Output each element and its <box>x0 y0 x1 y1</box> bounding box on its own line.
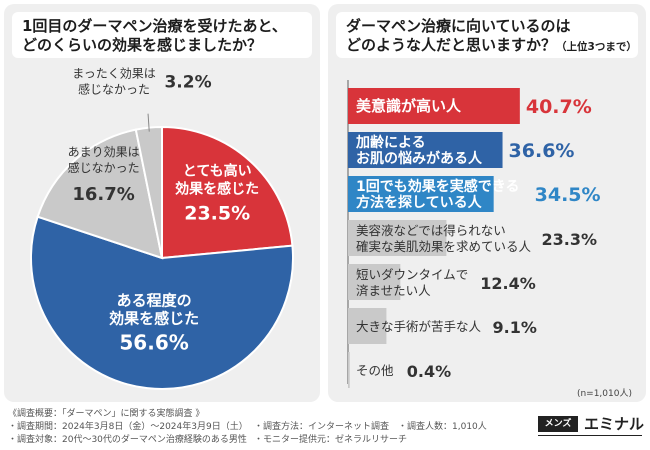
bar <box>348 308 387 344</box>
question-line: どのくらいの効果を感じましたか？ <box>22 36 263 54</box>
pie-value-label: 16.7% <box>72 184 134 205</box>
pie-slice <box>30 215 294 390</box>
question-line: 1回目のダーマペン治療を受けたあと、 <box>22 17 287 35</box>
bar-label: 美意識が高い人 <box>356 97 462 115</box>
leader-line <box>147 113 150 132</box>
survey-method: ・調査方法：インターネット調査 <box>254 422 390 432</box>
bar-chart-panel: ダーマペン治療に向いているのは どのような人だと思いますか？（上位3つまで） 美… <box>328 4 646 402</box>
bar <box>348 352 350 388</box>
bar-value-label: 36.6% <box>509 140 575 162</box>
pie-value-label: 3.2% <box>164 73 211 93</box>
pie-value-label: 56.6% <box>119 331 188 355</box>
logo-underline <box>538 435 642 436</box>
bar-label: 済ませたい人 <box>356 283 431 298</box>
logo-badge: メンズ <box>538 416 578 432</box>
bar-value-label: 34.5% <box>535 184 601 206</box>
bar-label: 美容液などでは得られない <box>356 223 506 238</box>
survey-count: ・調査人数：1,010人 <box>398 422 487 432</box>
pie-question: 1回目のダーマペン治療を受けたあと、 どのくらいの効果を感じましたか？ <box>22 17 287 55</box>
pie-label: とても高い <box>183 162 252 179</box>
pie-value-label: 23.5% <box>184 202 250 224</box>
survey-title: 《調査概要：「ダーマペン」に関する実態調査 》 <box>8 409 205 419</box>
pie-label: 効果を感じた <box>109 310 199 328</box>
survey-target: ・調査対象：20代〜30代のダーマペン治療経験のある男性 <box>8 435 247 445</box>
survey-monitor: ・モニター提供元：ゼネラルリサーチ <box>254 435 408 445</box>
bar-value-label: 23.3% <box>542 230 598 249</box>
bar-question: ダーマペン治療に向いているのは どのような人だと思いますか？（上位3つまで） <box>346 17 637 57</box>
bar <box>348 88 520 124</box>
pie-label: まったく効果は <box>72 66 156 81</box>
pie-chart: とても高い効果を感じた23.5%ある程度の効果を感じた56.6%あまり効果は感じ… <box>30 66 294 390</box>
pie-slice <box>161 125 294 260</box>
bar <box>348 264 401 300</box>
pie-label: ある程度の <box>117 292 192 310</box>
bar-label: 大きな手術が苦手な人 <box>356 319 482 334</box>
pie-label: 効果を感じた <box>175 180 259 197</box>
bar-label: 確実な美肌効果を求めている人 <box>356 239 532 254</box>
bar-value-label: 9.1% <box>493 318 537 337</box>
question-line: ダーマペン治療に向いているのは <box>346 17 571 35</box>
brand-logo: メンズ エミナル <box>538 413 644 437</box>
question-box: ダーマペン治療に向いているのは どのような人だと思いますか？（上位3つまで） <box>336 12 638 58</box>
pie-chart-panel: 1回目のダーマペン治療を受けたあと、 どのくらいの効果を感じましたか？ とても高… <box>4 4 320 402</box>
bar-label: 短いダウンタイムで <box>356 267 468 282</box>
bar <box>348 132 503 168</box>
bar-value-label: 0.4% <box>407 362 451 381</box>
bar-label: お肌の悩みがある人 <box>356 150 483 167</box>
bar-value-label: 40.7% <box>526 96 592 118</box>
bar <box>348 176 494 212</box>
pie-label: 感じなかった <box>68 160 140 175</box>
bar-label: その他 <box>356 363 394 378</box>
pie-slice <box>36 128 164 260</box>
question-suffix: （上位3つまで） <box>556 41 637 53</box>
bar-label: 方法を探している人 <box>356 194 483 211</box>
bar-label: 加齢による <box>355 134 426 151</box>
question-line: どのような人だと思いますか？ <box>346 36 557 54</box>
bar-value-label: 12.4% <box>480 274 536 293</box>
bar-label: 1回でも効果を実感できる <box>356 178 519 195</box>
question-box: 1回目のダーマペン治療を受けたあと、 どのくらいの効果を感じましたか？ <box>12 12 312 58</box>
logo-name: エミナル <box>584 415 645 433</box>
sample-size-note: (n=1,010人) <box>576 389 632 399</box>
bar <box>348 220 447 256</box>
pie-label: あまり効果は <box>68 144 140 159</box>
survey-period: ・調査期間：2024年3月8日（金）〜2024年3月9日（土） <box>8 422 248 432</box>
pie-label: 感じなかった <box>78 82 150 97</box>
